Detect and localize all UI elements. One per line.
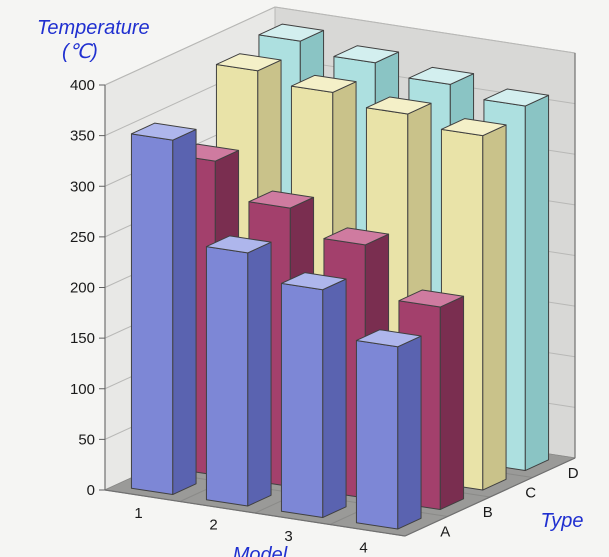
z-tick-label: 400 bbox=[70, 77, 95, 94]
z-tick-label: 100 bbox=[70, 381, 95, 398]
temperature-3d-bar-chart: 0 50 100 150 200 250 300 350 400 1 2 3 4 A B C D Temperat… bbox=[0, 0, 609, 557]
z-tick-label: 150 bbox=[70, 330, 95, 347]
z-tick-label: 300 bbox=[70, 178, 95, 195]
bar-A-1 bbox=[131, 123, 196, 494]
x-tick-label: 4 bbox=[359, 539, 367, 556]
bar-A-4 bbox=[356, 330, 421, 529]
x-axis-title: Model bbox=[233, 544, 288, 557]
z-axis-title-unit: (℃) bbox=[62, 41, 98, 63]
x-tick-label: 1 bbox=[134, 505, 142, 522]
z-tick-label: 250 bbox=[70, 229, 95, 246]
z-tick-label: 200 bbox=[70, 280, 95, 297]
bar-A-2 bbox=[206, 236, 271, 506]
y-tick-label: C bbox=[525, 484, 536, 501]
z-tick-label: 0 bbox=[87, 482, 95, 499]
z-tick-label: 50 bbox=[78, 431, 95, 448]
y-tick-label: A bbox=[440, 523, 450, 540]
y-tick-label: B bbox=[483, 504, 493, 521]
y-axis-title: Type bbox=[541, 510, 584, 532]
bar-A-3 bbox=[281, 273, 346, 518]
z-axis-title: Temperature bbox=[37, 17, 150, 39]
y-tick-label: D bbox=[568, 465, 579, 482]
z-tick-label: 350 bbox=[70, 128, 95, 145]
x-tick-label: 2 bbox=[209, 516, 217, 533]
x-tick-label: 3 bbox=[284, 528, 292, 545]
